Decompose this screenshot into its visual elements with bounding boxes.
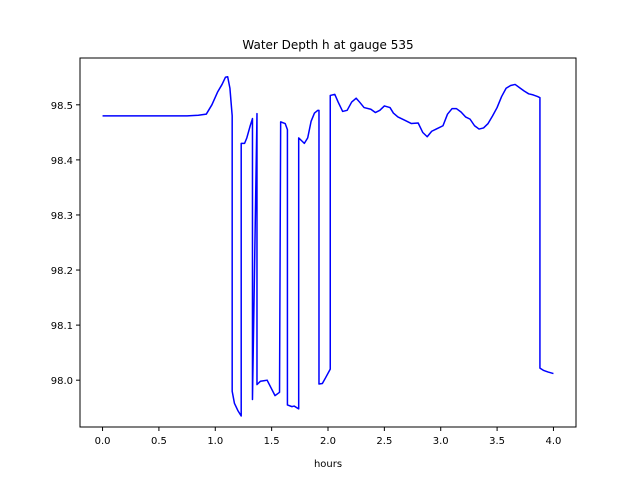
x-tick-label: 0.0 [95,436,111,447]
x-tick-label: 2.5 [376,436,392,447]
y-tick-label: 98.3 [51,211,73,222]
y-tick-label: 98.0 [51,376,73,387]
x-tick-label: 1.5 [264,436,280,447]
x-axis-label: hours [314,459,342,470]
series-layer [102,75,554,417]
x-tick-label: 1.0 [207,436,223,447]
x-tick-label: 3.5 [489,436,505,447]
y-tick-label: 98.4 [51,156,73,167]
y-tick-label: 98.1 [51,321,73,332]
x-tick-label: 2.0 [320,436,336,447]
chart-title: Water Depth h at gauge 535 [242,38,413,52]
y-tick-label: 98.5 [51,101,73,112]
series-line-1 [102,75,554,417]
x-tick-label: 3.0 [433,436,449,447]
y-tick-label: 98.2 [51,266,73,277]
x-tick-label: 4.0 [546,436,562,447]
x-tick-label: 0.5 [151,436,167,447]
x-axis: 0.0 0.5 1.0 1.5 2.0 2.5 3.0 3.5 4.0 [95,427,562,447]
y-axis: 98.0 98.1 98.2 98.3 98.4 98.5 [51,101,80,387]
